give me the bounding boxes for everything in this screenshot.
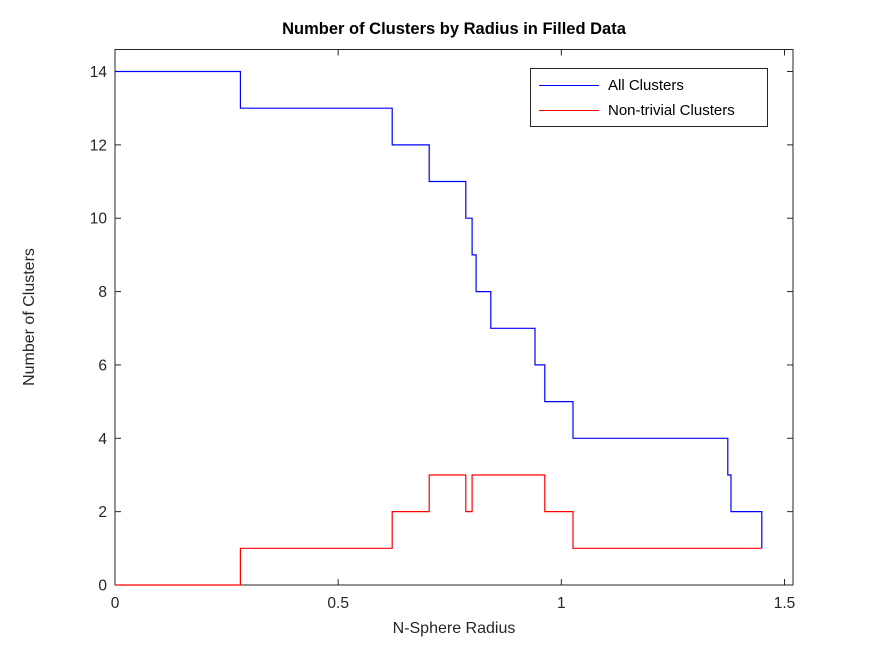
chart-title: Number of Clusters by Radius in Filled D… xyxy=(282,20,626,38)
legend-entry-all-clusters: All Clusters xyxy=(531,76,767,94)
legend-label: Non-trivial Clusters xyxy=(608,101,735,119)
legend-label: All Clusters xyxy=(608,76,684,94)
x-tick-label: 0.5 xyxy=(327,595,349,612)
legend-line-sample-red xyxy=(539,109,599,111)
x-axis-label: N-Sphere Radius xyxy=(392,620,516,637)
y-tick-label: 0 xyxy=(98,578,107,595)
legend-line-sample-blue xyxy=(539,84,599,86)
x-tick-label: 1 xyxy=(557,595,566,612)
legend-entry-nontrivial-clusters: Non-trivial Clusters xyxy=(531,101,767,119)
y-tick-label: 6 xyxy=(98,357,107,374)
legend-box: All Clusters Non-trivial Clusters xyxy=(530,68,768,127)
y-tick-label: 4 xyxy=(98,431,107,448)
y-tick-label: 2 xyxy=(98,504,107,521)
y-tick-label: 14 xyxy=(90,64,108,81)
series-line-all-clusters xyxy=(115,70,763,549)
y-tick-label: 10 xyxy=(90,211,108,228)
x-tick-label: 0 xyxy=(111,595,120,612)
y-tick-label: 8 xyxy=(98,284,107,301)
axes-box xyxy=(114,49,794,586)
series-line-non-trivial-clusters xyxy=(115,474,762,586)
x-tick-label: 1.5 xyxy=(774,595,796,612)
y-tick-label: 12 xyxy=(90,137,107,154)
y-axis-label: Number of Clusters xyxy=(21,248,38,386)
